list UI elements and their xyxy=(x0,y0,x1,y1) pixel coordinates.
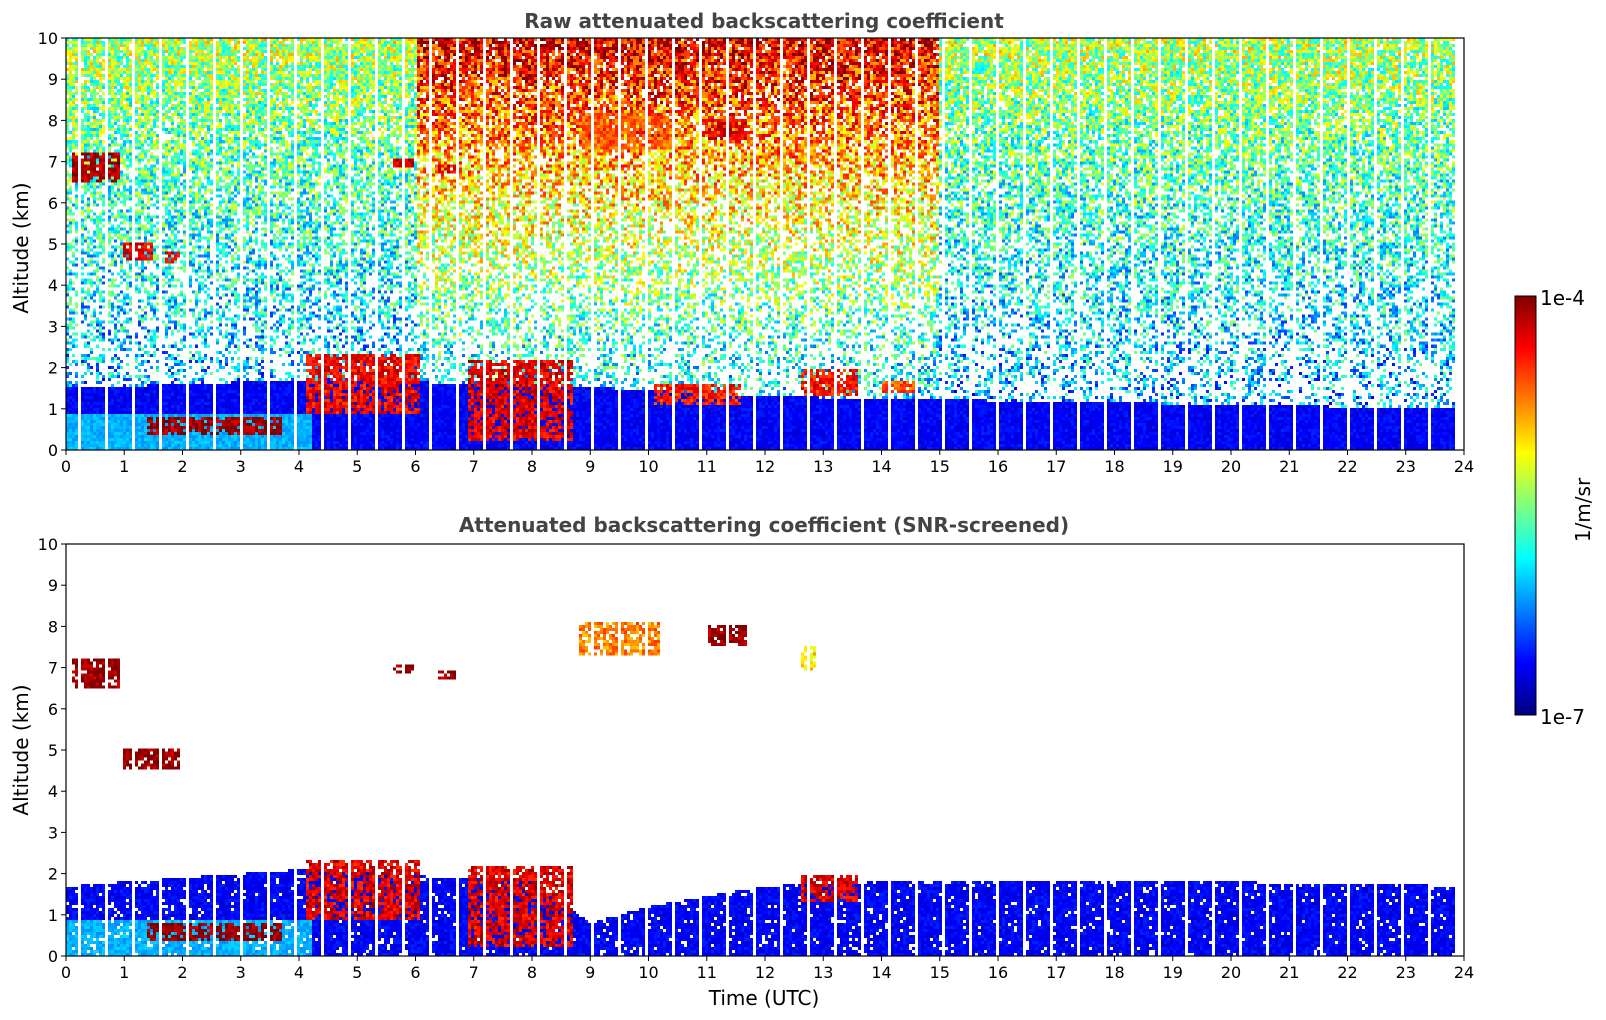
bottom-y-axis-label: Altitude (km) xyxy=(9,684,33,815)
x-tick-label: 8 xyxy=(527,457,537,476)
y-tick-label: 3 xyxy=(48,823,58,842)
top-chart-title: Raw attenuated backscattering coefficien… xyxy=(524,9,1004,33)
x-tick-label: 6 xyxy=(410,963,420,982)
y-tick-label: 0 xyxy=(48,947,58,966)
y-tick-label: 1 xyxy=(48,906,58,925)
y-tick-label: 9 xyxy=(48,576,58,595)
x-tick-label: 21 xyxy=(1279,963,1299,982)
x-tick-label: 5 xyxy=(352,457,362,476)
colorbar-unit-label: 1/m/sr xyxy=(1571,477,1595,542)
x-tick-label: 17 xyxy=(1046,457,1066,476)
x-tick-label: 0 xyxy=(61,457,71,476)
x-tick-label: 2 xyxy=(177,457,187,476)
x-tick-label: 3 xyxy=(236,963,246,982)
x-tick-label: 6 xyxy=(410,457,420,476)
x-tick-label: 15 xyxy=(930,457,950,476)
x-tick-label: 11 xyxy=(697,457,717,476)
x-tick-label: 2 xyxy=(177,963,187,982)
bottom-x-axis-label: Time (UTC) xyxy=(708,986,820,1010)
x-tick-label: 18 xyxy=(1104,963,1124,982)
x-tick-label: 5 xyxy=(352,963,362,982)
x-tick-label: 1 xyxy=(119,963,129,982)
bottom-panel: Attenuated backscattering coefficient (S… xyxy=(9,513,1474,1010)
x-tick-label: 22 xyxy=(1337,457,1357,476)
y-tick-label: 4 xyxy=(48,276,58,295)
x-tick-label: 13 xyxy=(813,457,833,476)
y-tick-label: 5 xyxy=(48,741,58,760)
x-tick-label: 10 xyxy=(638,457,658,476)
x-tick-label: 23 xyxy=(1396,963,1416,982)
y-tick-label: 1 xyxy=(48,400,58,419)
x-tick-label: 16 xyxy=(988,963,1008,982)
x-tick-label: 9 xyxy=(585,963,595,982)
x-tick-label: 4 xyxy=(294,457,304,476)
y-tick-label: 6 xyxy=(48,194,58,213)
y-tick-label: 9 xyxy=(48,70,58,89)
x-tick-label: 19 xyxy=(1163,963,1183,982)
y-tick-label: 5 xyxy=(48,235,58,254)
x-tick-label: 14 xyxy=(871,457,891,476)
y-tick-label: 6 xyxy=(48,700,58,719)
x-tick-label: 16 xyxy=(988,457,1008,476)
y-tick-label: 7 xyxy=(48,659,58,678)
bottom-chart-title: Attenuated backscattering coefficient (S… xyxy=(459,513,1069,537)
y-tick-label: 3 xyxy=(48,317,58,336)
y-tick-label: 8 xyxy=(48,617,58,636)
x-tick-label: 13 xyxy=(813,963,833,982)
x-tick-label: 22 xyxy=(1337,963,1357,982)
y-tick-label: 7 xyxy=(48,153,58,172)
y-tick-label: 10 xyxy=(38,29,58,48)
x-tick-label: 4 xyxy=(294,963,304,982)
top-axes: 0 1 2 3 4 5 6 7 8 9 10 11 12 13 14 15 16 17 18 19 20 21 22 23 24… xyxy=(38,29,1475,476)
x-tick-label: 20 xyxy=(1221,457,1241,476)
x-tick-label: 8 xyxy=(527,963,537,982)
x-tick-label: 17 xyxy=(1046,963,1066,982)
x-tick-label: 10 xyxy=(638,963,658,982)
x-tick-label: 11 xyxy=(697,963,717,982)
y-tick-label: 0 xyxy=(48,441,58,460)
colorbar-max-label: 1e-4 xyxy=(1540,286,1585,310)
colorbar-min-label: 1e-7 xyxy=(1540,705,1585,729)
x-tick-label: 7 xyxy=(469,963,479,982)
x-tick-label: 21 xyxy=(1279,457,1299,476)
top-panel: Raw attenuated backscattering coefficien… xyxy=(9,9,1474,476)
bottom-axes: 0 1 2 3 4 5 6 7 8 9 10 11 12 13 14 15 16 17 18 19 20 21 22 23 24… xyxy=(38,535,1475,982)
y-tick-label: 2 xyxy=(48,865,58,884)
y-tick-label: 4 xyxy=(48,782,58,801)
x-tick-label: 12 xyxy=(755,457,775,476)
top-y-axis-label: Altitude (km) xyxy=(9,182,33,313)
x-tick-label: 20 xyxy=(1221,963,1241,982)
x-tick-label: 7 xyxy=(469,457,479,476)
y-tick-label: 8 xyxy=(48,111,58,130)
x-tick-label: 9 xyxy=(585,457,595,476)
x-tick-label: 12 xyxy=(755,963,775,982)
colorbar-gradient xyxy=(1514,295,1537,716)
x-tick-label: 24 xyxy=(1454,457,1474,476)
colorbar: 1e-4 1e-7 1/m/sr xyxy=(1514,286,1595,729)
x-tick-label: 3 xyxy=(236,457,246,476)
x-tick-label: 23 xyxy=(1396,457,1416,476)
y-tick-label: 2 xyxy=(48,359,58,378)
x-tick-label: 19 xyxy=(1163,457,1183,476)
x-tick-label: 14 xyxy=(871,963,891,982)
y-tick-label: 10 xyxy=(38,535,58,554)
x-tick-label: 15 xyxy=(930,963,950,982)
x-tick-label: 1 xyxy=(119,457,129,476)
x-tick-label: 0 xyxy=(61,963,71,982)
x-tick-label: 18 xyxy=(1104,457,1124,476)
bottom-plot-area xyxy=(66,544,1464,956)
top-plot-area xyxy=(66,38,1464,450)
x-tick-label: 24 xyxy=(1454,963,1474,982)
